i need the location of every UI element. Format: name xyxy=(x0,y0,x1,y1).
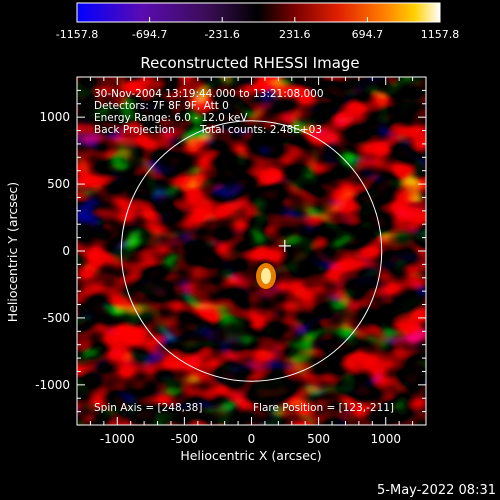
colorbar-tick-label: 231.6 xyxy=(279,28,311,41)
y-axis-label: Heliocentric Y (arcsec) xyxy=(5,182,20,322)
info-annotations: 30-Nov-2004 13:19:44.000 to 13:21:08.000… xyxy=(94,88,324,136)
spin-axis-label: Spin Axis = [248,38] xyxy=(94,402,202,414)
y-tick-label: -1000 xyxy=(35,378,70,392)
annotation-time-range: 30-Nov-2004 13:19:44.000 to 13:21:08.000 xyxy=(94,88,324,100)
annotation-detectors: Detectors: 7F 8F 9F, Att 0 xyxy=(94,100,229,112)
annotation-energy-range: Energy Range: 6.0 - 12.0 keV xyxy=(94,112,248,124)
colorbar-tick-label: 694.7 xyxy=(352,28,384,41)
colorbar-tick-label: -231.6 xyxy=(204,28,239,41)
colorbar-tick-labels: -1157.8 -694.7 -231.6 231.6 694.7 1157.8 xyxy=(56,28,459,41)
spin-axis-marker xyxy=(278,239,291,252)
x-axis-label: Heliocentric X (arcsec) xyxy=(180,448,321,463)
annotation-total-counts: Total counts: 2.48E+03 xyxy=(199,124,322,136)
y-tick-label: 500 xyxy=(47,177,70,191)
x-tick-label: 1000 xyxy=(370,432,401,446)
x-tick-label: -500 xyxy=(171,432,198,446)
y-tick-label: 0 xyxy=(62,244,70,258)
colorbar-tick-label: 1157.8 xyxy=(421,28,460,41)
colorbar-tick-label: -694.7 xyxy=(132,28,167,41)
flare-position-label: Flare Position = [123,-211] xyxy=(253,402,394,414)
plot-title: Reconstructed RHESSI Image xyxy=(140,54,359,72)
footer-timestamp: 5-May-2022 08:31 xyxy=(377,483,496,498)
x-axis-ticks: -1000 -500 0 500 1000 xyxy=(89,77,414,446)
y-tick-label: 1000 xyxy=(39,110,70,124)
rhessi-map-image xyxy=(77,77,426,425)
y-tick-label: -500 xyxy=(43,311,70,325)
x-tick-label: 0 xyxy=(248,432,256,446)
y-axis-ticks: 1000 500 0 -500 -1000 xyxy=(35,89,426,413)
x-tick-label: 500 xyxy=(307,432,330,446)
annotation-algorithm: Back Projection xyxy=(94,124,175,136)
x-tick-label: -1000 xyxy=(100,432,135,446)
solar-limb-circle xyxy=(120,120,383,382)
colorbar xyxy=(76,2,441,23)
colorbar-tick-label: -1157.8 xyxy=(56,28,98,41)
colorbar-ticks xyxy=(76,17,441,22)
